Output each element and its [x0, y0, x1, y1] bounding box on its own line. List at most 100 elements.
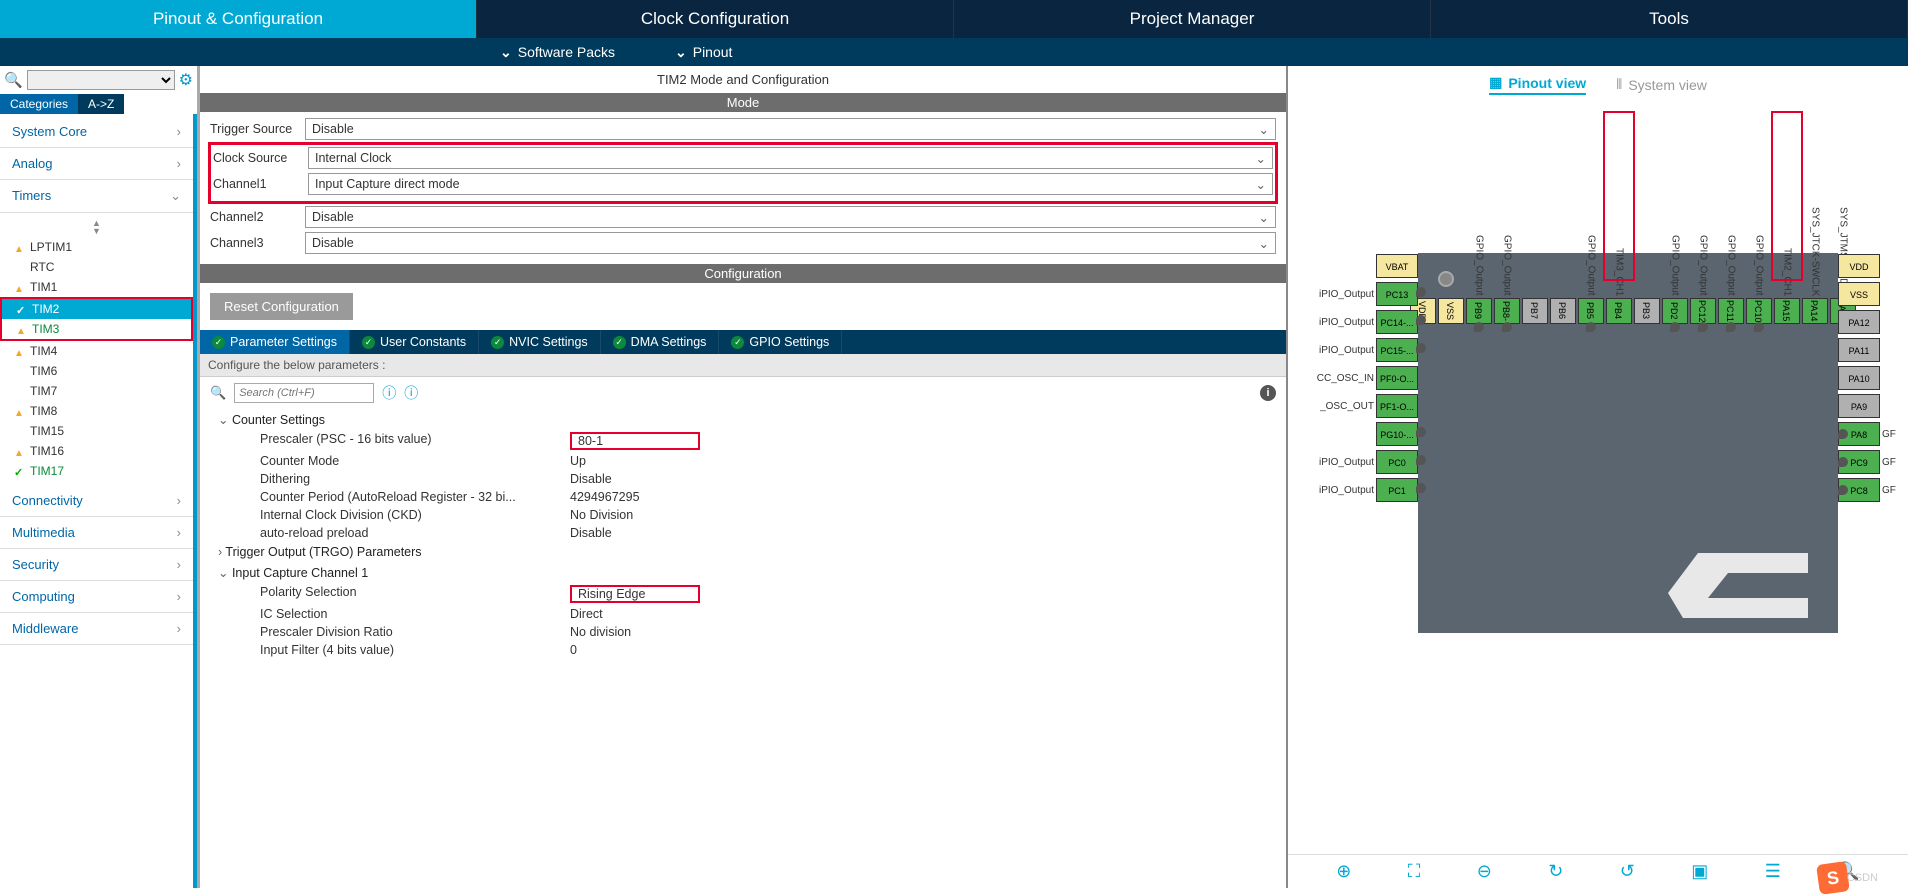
pin-pa9[interactable]: PA9	[1838, 393, 1882, 419]
input-filter-value[interactable]: 0	[570, 643, 1276, 657]
rotate-cw-icon[interactable]: ↻	[1548, 861, 1563, 882]
ckd-value[interactable]: No Division	[570, 508, 1276, 522]
pin-pc0[interactable]: PC0iPIO_Output	[1319, 449, 1418, 475]
group-middleware[interactable]: Middleware›	[0, 613, 193, 645]
group-multimedia[interactable]: Multimedia›	[0, 517, 193, 549]
info-icon[interactable]: i	[1260, 385, 1276, 401]
timer-tim7[interactable]: TIM7	[0, 381, 193, 401]
pin-pa12[interactable]: PA12	[1838, 309, 1882, 335]
pin-pa11[interactable]: PA11	[1838, 337, 1882, 363]
pin-pb6[interactable]: PB6	[1550, 296, 1576, 324]
pin-vss[interactable]: VSS	[1438, 296, 1464, 324]
pin-pb8b[interactable]: PB8-BGPIO_Output	[1494, 235, 1520, 324]
pin-pc11[interactable]: PC11GPIO_Output	[1718, 235, 1744, 324]
settings-icon[interactable]: ⚙	[179, 70, 193, 90]
pin-pf0o[interactable]: PF0-O...CC_OSC_IN	[1317, 365, 1418, 391]
channel3-select[interactable]: Disable	[305, 232, 1276, 254]
search-prev-icon[interactable]: ⓘ	[382, 383, 396, 403]
system-view-tab[interactable]: ⦀System view	[1616, 74, 1707, 95]
layers-icon[interactable]: ▣	[1691, 861, 1708, 882]
group-system-core[interactable]: System Core›	[0, 116, 193, 148]
pin-pc12[interactable]: PC12GPIO_Output	[1690, 235, 1716, 324]
search-next-icon[interactable]: ⓘ	[404, 383, 418, 403]
tab-project[interactable]: Project Manager	[954, 0, 1431, 38]
pin-pa8[interactable]: PA8GF	[1838, 421, 1896, 447]
zoom-out-icon[interactable]: ⊖	[1477, 861, 1492, 882]
software-packs-dropdown[interactable]: Software Packs	[500, 44, 615, 61]
stack-icon[interactable]: ☰	[1765, 861, 1781, 882]
timer-tim15[interactable]: TIM15	[0, 421, 193, 441]
group-timers[interactable]: Timers⌄	[0, 180, 193, 213]
pinout-dropdown[interactable]: Pinout	[675, 44, 732, 61]
pin-pf1o[interactable]: PF1-O..._OSC_OUT	[1320, 393, 1418, 419]
chip-area[interactable]: VDDVSSPB9GPIO_OutputPB8-BGPIO_OutputPB7P…	[1288, 103, 1908, 854]
timer-tim17[interactable]: TIM17	[0, 461, 193, 481]
trigger-source-select[interactable]: Disable	[305, 118, 1276, 140]
counter-mode-value[interactable]: Up	[570, 454, 1276, 468]
rotate-ccw-icon[interactable]: ↺	[1620, 861, 1635, 882]
timer-tim2[interactable]: TIM2	[2, 299, 191, 319]
ic-selection-value[interactable]: Direct	[570, 607, 1276, 621]
categories-tab[interactable]: Categories	[0, 94, 78, 114]
pin-pg10[interactable]: PG10-...	[1374, 421, 1418, 447]
group-computing[interactable]: Computing›	[0, 581, 193, 613]
group-analog[interactable]: Analog›	[0, 148, 193, 180]
tab-gpio-settings[interactable]: ✓GPIO Settings	[719, 330, 842, 354]
polarity-value[interactable]: Rising Edge	[570, 585, 700, 603]
pin-pb7[interactable]: PB7	[1522, 296, 1548, 324]
param-search-input[interactable]	[234, 383, 374, 403]
pin-pb9[interactable]: PB9GPIO_Output	[1466, 235, 1492, 324]
pin-pc14[interactable]: PC14-...iPIO_Output	[1319, 309, 1418, 335]
timer-tim16[interactable]: TIM16	[0, 441, 193, 461]
timer-rtc[interactable]: RTC	[0, 257, 193, 277]
tab-parameter-settings[interactable]: ✓Parameter Settings	[200, 330, 350, 354]
pin-vss[interactable]: VSS	[1838, 281, 1882, 307]
timer-tim6[interactable]: TIM6	[0, 361, 193, 381]
trgo-group[interactable]: Trigger Output (TRGO) Parameters	[210, 542, 1276, 562]
az-tab[interactable]: A->Z	[78, 94, 124, 114]
prescaler-value[interactable]: 80-1	[570, 432, 700, 450]
pin-pb3[interactable]: PB3	[1634, 296, 1660, 324]
pin-vbat[interactable]: VBAT	[1374, 253, 1418, 279]
pin-pc10[interactable]: PC10GPIO_Output	[1746, 235, 1772, 324]
pin-pc13[interactable]: PC13iPIO_Output	[1319, 281, 1418, 307]
group-connectivity[interactable]: Connectivity›	[0, 485, 193, 517]
pin-pc8[interactable]: PC8GF	[1838, 477, 1896, 503]
channel2-select[interactable]: Disable	[305, 206, 1276, 228]
tab-nvic-settings[interactable]: ✓NVIC Settings	[479, 330, 601, 354]
input-capture-group[interactable]: Input Capture Channel 1	[210, 562, 1276, 583]
pin-pb4[interactable]: PB4TIM3_CH1	[1606, 248, 1632, 324]
counter-period-value[interactable]: 4294967295	[570, 490, 1276, 504]
pin-pc1[interactable]: PC1iPIO_Output	[1319, 477, 1418, 503]
pin-pc9[interactable]: PC9GF	[1838, 449, 1896, 475]
category-search-select[interactable]	[27, 70, 175, 90]
timer-tim8[interactable]: TIM8	[0, 401, 193, 421]
pin-pa10[interactable]: PA10	[1838, 365, 1882, 391]
timer-tim4[interactable]: TIM4	[0, 341, 193, 361]
prescaler-ratio-value[interactable]: No division	[570, 625, 1276, 639]
clock-source-select[interactable]: Internal Clock	[308, 147, 1273, 169]
tab-clock[interactable]: Clock Configuration	[477, 0, 954, 38]
reset-configuration-button[interactable]: Reset Configuration	[210, 293, 353, 320]
pin-pd2[interactable]: PD2GPIO_Output	[1662, 235, 1688, 324]
channel1-select[interactable]: Input Capture direct mode	[308, 173, 1273, 195]
auto-reload-value[interactable]: Disable	[570, 526, 1276, 540]
zoom-in-icon[interactable]: ⊕	[1336, 861, 1351, 882]
timer-tim3[interactable]: TIM3	[2, 319, 191, 339]
pinout-view-tab[interactable]: ▦Pinout view	[1489, 74, 1586, 95]
dithering-value[interactable]: Disable	[570, 472, 1276, 486]
tab-user-constants[interactable]: ✓User Constants	[350, 330, 479, 354]
tab-tools[interactable]: Tools	[1431, 0, 1908, 38]
tab-pinout[interactable]: Pinout & Configuration	[0, 0, 477, 38]
pin-vdd[interactable]: VDD	[1838, 253, 1882, 279]
fit-icon[interactable]: ⛶	[1408, 861, 1421, 882]
pin-pa14[interactable]: PA14SYS_JTCK-SWCLK	[1802, 207, 1828, 324]
timer-tim1[interactable]: TIM1	[0, 277, 193, 297]
pin-pa15[interactable]: PA15TIM2_CH1	[1774, 248, 1800, 324]
group-security[interactable]: Security›	[0, 549, 193, 581]
counter-settings-group[interactable]: Counter Settings	[210, 409, 1276, 430]
pin-pb5[interactable]: PB5GPIO_Output	[1578, 235, 1604, 324]
pin-pc15[interactable]: PC15-...iPIO_Output	[1319, 337, 1418, 363]
tab-dma-settings[interactable]: ✓DMA Settings	[601, 330, 720, 354]
timer-lptim1[interactable]: LPTIM1	[0, 237, 193, 257]
